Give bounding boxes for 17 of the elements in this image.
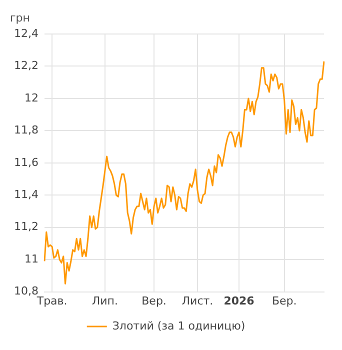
legend-label: Злотий (за 1 одиницю): [112, 319, 246, 332]
x-tick-label: Трав.: [36, 294, 68, 308]
x-tick-label: Вер.: [142, 294, 166, 308]
y-tick-label: 11,6: [14, 156, 38, 169]
x-tick-label: Лист.: [182, 294, 214, 308]
x-tick-label: Лип.: [92, 294, 118, 308]
y-tick-label: 10,8: [14, 284, 38, 298]
y-tick-label: 12,2: [14, 59, 38, 72]
y-tick-label: 11,8: [14, 124, 38, 137]
y-tick-label: 12: [24, 91, 38, 104]
x-tick-label: Бер.: [272, 294, 297, 308]
y-axis-title: грн: [10, 11, 30, 24]
y-tick-label: 11,2: [14, 220, 38, 234]
y-tick-label: 11,4: [14, 188, 38, 201]
y-tick-label: 11: [24, 252, 38, 266]
y-tick-label: 12,4: [14, 26, 38, 40]
x-tick-label: 2026: [224, 294, 255, 308]
